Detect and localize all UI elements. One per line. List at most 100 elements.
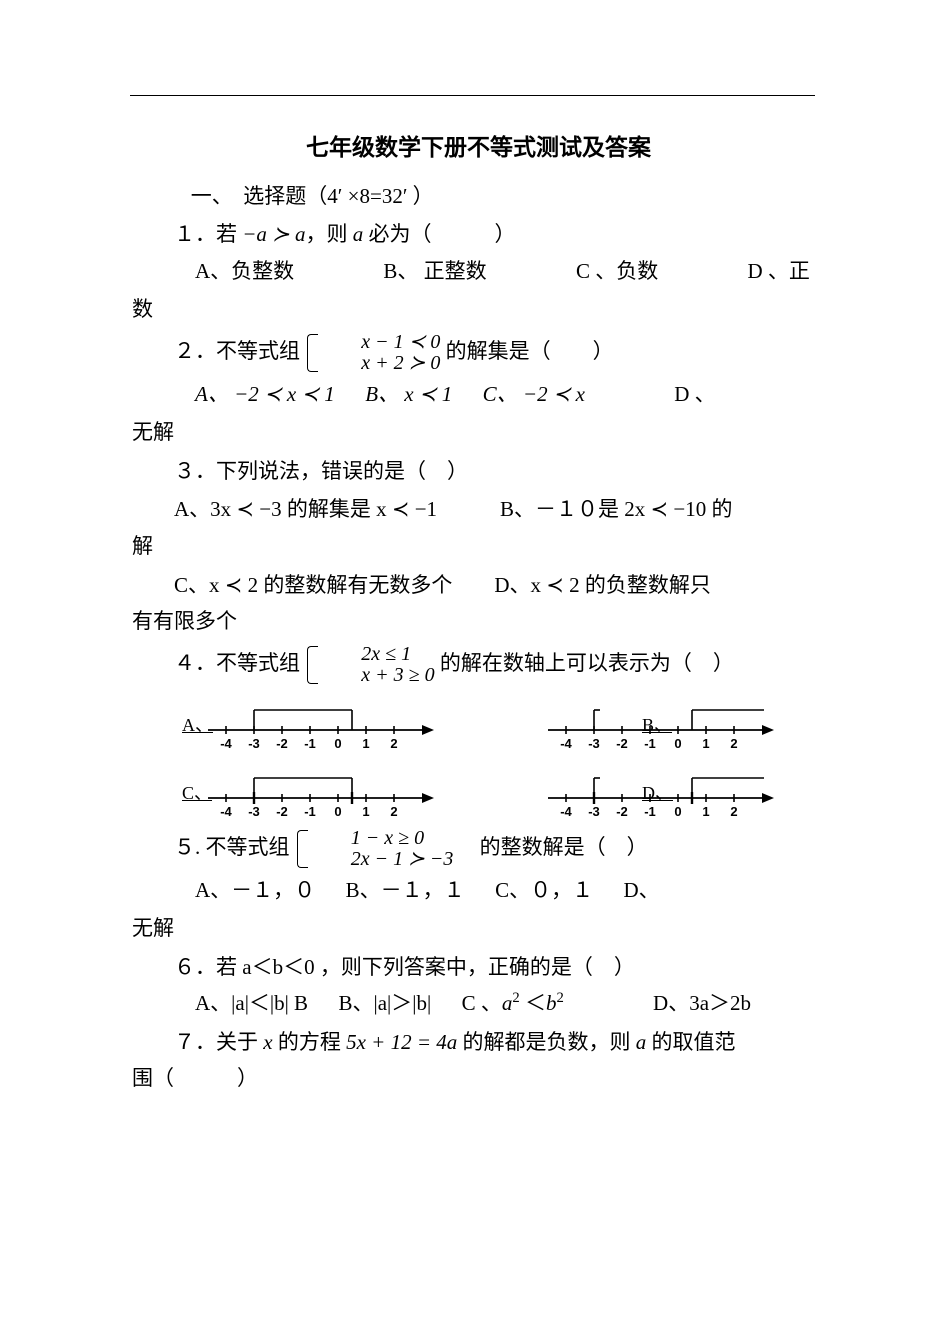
q3-stem: ３．下列说法，错误的是（ ） <box>132 455 825 488</box>
q6-optA: A、|a|＜|b| B <box>195 991 308 1015</box>
q1-text-c: 必为（ ） <box>363 222 515 246</box>
svg-text:2: 2 <box>390 736 397 751</box>
q2-system: x − 1 ≺ 0 x + 2 ≻ 0 <box>305 332 440 374</box>
svg-text:2: 2 <box>390 804 397 819</box>
q4-row1: A、 -4-3-2-1012 -4-3-2-1012 B、 <box>182 700 825 754</box>
q7-trail: 围（ ） <box>132 1062 825 1095</box>
svg-text:-4: -4 <box>560 804 572 819</box>
q2-stem: ２．不等式组 x − 1 ≺ 0 x + 2 ≻ 0 的解集是（ ） <box>132 332 825 374</box>
q2-trail: 无解 <box>132 416 825 449</box>
q7-eq: 5x + 12 = 4a <box>346 1030 457 1054</box>
q7-c: 的解都是负数，则 <box>457 1030 636 1054</box>
q2-optD: D 、 <box>674 382 715 406</box>
doc-title: 七年级数学下册不等式测试及答案 <box>132 130 825 166</box>
q4-nl-A: A、 -4-3-2-1012 <box>182 700 442 754</box>
q1-math-2: a <box>353 222 364 246</box>
q4-text-a: ４．不等式组 <box>174 650 305 674</box>
header-rule <box>130 95 815 96</box>
q1-optB: B、 正整数 <box>383 259 486 283</box>
svg-text:-3: -3 <box>588 804 600 819</box>
q1-text-a: １．若 <box>174 222 242 246</box>
svg-text:1: 1 <box>362 804 369 819</box>
q1-text-b: ，则 <box>306 222 353 246</box>
q1-trail: 数 <box>132 293 825 326</box>
q5-optA: A、－１，０ <box>195 878 315 902</box>
q2-options: A、 −2 ≺ x ≺ 1 B、 x ≺ 1 C、 −2 ≺ x D 、 <box>132 378 825 411</box>
q7-d: 的取值范 <box>646 1030 735 1054</box>
q2-text-a: ２．不等式组 <box>174 339 305 363</box>
q3-lineB2: 有有限多个 <box>132 605 825 638</box>
svg-text:-2: -2 <box>616 804 628 819</box>
svg-text:1: 1 <box>702 804 709 819</box>
svg-text:2: 2 <box>730 804 737 819</box>
svg-text:2: 2 <box>730 736 737 751</box>
q3-lineA: A、3x ≺ −3 的解集是 x ≺ −1 B、－１０是 2x ≺ −10 的 <box>132 493 825 526</box>
q5-sys2: 2x − 1 ≻ −3 <box>309 849 454 870</box>
q4-text-b: 的解在数轴上可以表示为（ ） <box>440 650 734 674</box>
q7-stem: ７．关于 x 的方程 5x + 12 = 4a 的解都是负数，则 a 的取值范 <box>132 1026 825 1059</box>
svg-text:-1: -1 <box>304 804 316 819</box>
q4-nl-B: -4-3-2-1012 B、 <box>522 700 782 754</box>
svg-text:-3: -3 <box>588 736 600 751</box>
q4-labelC: C、 <box>182 780 212 808</box>
q5-optC: C、０，１ <box>495 878 593 902</box>
number-line-svg-C: -4-3-2-1012 <box>182 768 442 822</box>
q1-optC: C 、负数 <box>576 259 658 283</box>
q6-options: A、|a|＜|b| B B、|a|＞|b| C 、a2 ＜b2 D、3a＞2b <box>132 987 825 1020</box>
number-line-svg-A: -4 -3 -2 -1 0 1 2 <box>182 700 442 754</box>
q6-optB: B、|a|＞|b| <box>339 991 432 1015</box>
q1-math-1: −a ≻ a <box>242 222 305 246</box>
svg-text:1: 1 <box>362 736 369 751</box>
q4-row2: C、 -4-3-2-1012 -4-3-2-1012 D、 <box>182 768 825 822</box>
svg-text:1: 1 <box>702 736 709 751</box>
svg-text:0: 0 <box>674 804 681 819</box>
svg-text:-3: -3 <box>248 804 260 819</box>
q6-optD: D、3a＞2b <box>653 991 751 1015</box>
q2-sys2: x + 2 ≻ 0 <box>319 353 440 374</box>
q4-sys1: 2x ≤ 1 <box>319 644 434 665</box>
page: 七年级数学下册不等式测试及答案 一、 选择题（4′ ×8=32′ ） １．若 −… <box>0 0 945 1335</box>
q6-stem-txt: ６．若 a＜b＜0 ，则下列答案中，正确的是（ ） <box>174 955 635 979</box>
q7-x: x <box>263 1030 272 1054</box>
q7-a2: a <box>636 1030 647 1054</box>
q4-labelB: B、 <box>642 712 672 740</box>
q5-text-a: ５. 不等式组 <box>174 834 295 858</box>
q6-stem: ６．若 a＜b＜0 ，则下列答案中，正确的是（ ） <box>132 951 825 984</box>
q6-optC: C 、a2 ＜b2 <box>462 991 564 1015</box>
q2-optB: B、 x ≺ 1 <box>365 382 452 406</box>
q3-lineB: C、x ≺ 2 的整数解有无数多个 D、x ≺ 2 的负整数解只 <box>132 569 825 602</box>
q4-stem: ４．不等式组 2x ≤ 1 x + 3 ≥ 0 的解在数轴上可以表示为（ ） <box>132 644 825 686</box>
q2-optA: A、 −2 ≺ x ≺ 1 <box>195 382 335 406</box>
q5-optB: B、－１，１ <box>346 878 465 902</box>
q3-lineA2: 解 <box>132 530 825 563</box>
svg-text:-1: -1 <box>304 736 316 751</box>
svg-text:-4: -4 <box>560 736 572 751</box>
svg-text:0: 0 <box>674 736 681 751</box>
q5-sys1: 1 − x ≥ 0 <box>309 828 454 849</box>
q4-labelD: D、 <box>642 780 673 808</box>
svg-text:0: 0 <box>334 736 341 751</box>
q7-b: 的方程 <box>273 1030 347 1054</box>
q4-system: 2x ≤ 1 x + 3 ≥ 0 <box>305 644 434 686</box>
q4-sys2: x + 3 ≥ 0 <box>319 665 434 686</box>
q5-options: A、－１，０ B、－１，１ C、０，１ D、 <box>132 874 825 907</box>
q5-optD: D、 <box>624 878 660 902</box>
q4-nl-D: -4-3-2-1012 D、 <box>522 768 782 822</box>
q5-text-b: 的整数解是（ ） <box>459 834 648 858</box>
q2-sys1: x − 1 ≺ 0 <box>319 332 440 353</box>
svg-text:-4: -4 <box>220 736 232 751</box>
section-heading: 一、 选择题（4′ ×8=32′ ） <box>132 180 825 213</box>
svg-text:-2: -2 <box>276 736 288 751</box>
svg-text:-2: -2 <box>616 736 628 751</box>
svg-text:-3: -3 <box>248 736 260 751</box>
q2-text-b: 的解集是（ ） <box>446 339 614 363</box>
q3-lineB-txt: C、x ≺ 2 的整数解有无数多个 D、x ≺ 2 的负整数解只 <box>174 573 711 597</box>
q1-stem: １．若 −a ≻ a，则 a 必为（ ） <box>132 218 825 251</box>
q3-lineA-txt: A、3x ≺ −3 的解集是 x ≺ −1 B、－１０是 2x ≺ −10 的 <box>174 497 733 521</box>
q5-stem: ５. 不等式组 1 − x ≥ 0 2x − 1 ≻ −3 的整数解是（ ） <box>132 828 825 870</box>
q1-optA: A、负整数 <box>195 259 294 283</box>
svg-text:-4: -4 <box>220 804 232 819</box>
q7-a: ７．关于 <box>174 1030 263 1054</box>
svg-text:-2: -2 <box>276 804 288 819</box>
q4-nl-C: C、 -4-3-2-1012 <box>182 768 442 822</box>
